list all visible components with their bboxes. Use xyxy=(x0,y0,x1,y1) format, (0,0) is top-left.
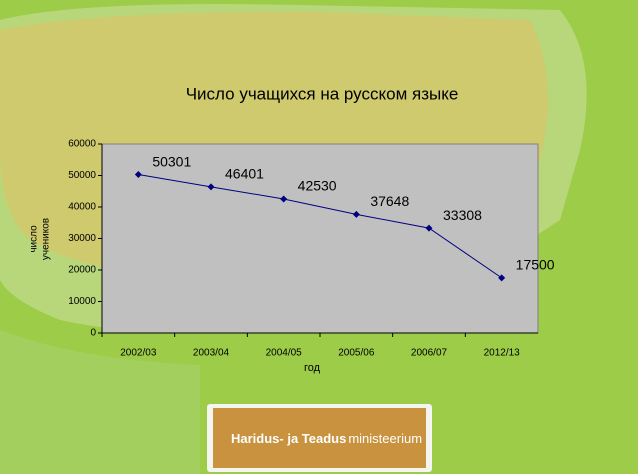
bg-blob-low xyxy=(0,330,200,474)
marker xyxy=(280,195,288,203)
data-label: 37648 xyxy=(370,193,409,209)
data-label: 17500 xyxy=(516,257,555,273)
y-tick-label: 10000 xyxy=(68,296,96,307)
y-tick-label: 20000 xyxy=(68,265,96,276)
data-label: 50301 xyxy=(152,153,191,169)
x-tick-label: 2003/04 xyxy=(193,348,230,359)
data-label: 42530 xyxy=(298,178,337,194)
chart: 0 10000 20000 30000 40000 50000 60000 2002/03 20… xyxy=(68,139,555,359)
marker xyxy=(134,171,142,179)
logo-box xyxy=(213,408,426,468)
x-tick-label: 2012/13 xyxy=(484,348,521,359)
logo-bold: Haridus- ja Teadus xyxy=(231,431,346,446)
x-axis-label: год xyxy=(304,362,321,374)
data-label: 33308 xyxy=(443,207,482,223)
y-tick-label: 60000 xyxy=(68,139,96,150)
chart-title: Число учащихся на русском языке xyxy=(186,84,459,103)
y-axis-label-line: учеников xyxy=(41,218,52,260)
y-axis-label-line: число xyxy=(29,225,40,253)
x-tick-label: 2006/07 xyxy=(411,348,448,359)
x-tick-label: 2004/05 xyxy=(266,348,303,359)
y-tick-label: 40000 xyxy=(68,202,96,213)
marker xyxy=(425,224,433,232)
marker xyxy=(352,210,360,218)
series-line xyxy=(138,174,502,279)
marker xyxy=(498,274,506,282)
marker xyxy=(207,183,215,191)
plot-area xyxy=(101,143,539,334)
logo-light: ministeerium xyxy=(348,431,422,446)
y-axis-label: число учеников xyxy=(29,218,52,260)
y-tick-label: 30000 xyxy=(68,233,96,244)
logo: Haridus- ja Teadus ministeerium xyxy=(231,431,422,446)
x-tick-label: 2002/03 xyxy=(120,348,157,359)
y-tick-label: 50000 xyxy=(68,170,96,181)
x-tick-label: 2005/06 xyxy=(338,348,375,359)
data-label: 46401 xyxy=(225,166,264,182)
y-tick-label: 0 xyxy=(90,328,96,339)
